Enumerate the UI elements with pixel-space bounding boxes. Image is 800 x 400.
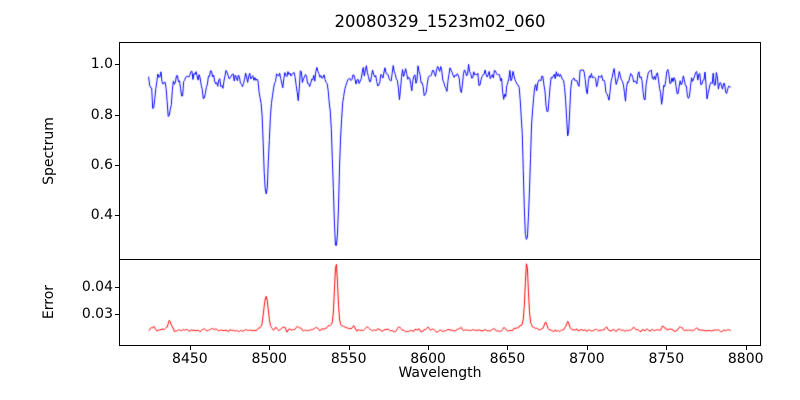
x-tick-label: 8500: [251, 351, 288, 367]
error-axes: [119, 259, 761, 346]
x-tick-label: 8750: [648, 351, 685, 367]
x-tick-mark: [189, 346, 191, 350]
y-tick-label: 0.8: [90, 106, 113, 123]
y-tick-mark: [115, 215, 119, 217]
error-y-axis-label: Error: [41, 284, 57, 320]
y-tick-label: 0.6: [90, 156, 113, 173]
x-tick-mark: [269, 346, 271, 350]
spectrum-axes: [119, 42, 761, 260]
y-tick-label: 1.0: [90, 56, 113, 73]
y-tick-mark: [115, 114, 119, 116]
x-tick-label: 8650: [489, 351, 526, 367]
x-tick-mark: [507, 346, 509, 350]
x-tick-mark: [745, 346, 747, 350]
x-axis-label: Wavelength: [398, 365, 482, 381]
x-tick-mark: [586, 346, 588, 350]
y-tick-label: 0.04: [81, 278, 113, 295]
spectrum-y-axis-label: Spectrum: [41, 117, 57, 185]
x-tick-mark: [348, 346, 350, 350]
plot-title: 20080329_1523m02_060: [334, 12, 546, 31]
x-tick-mark: [428, 346, 430, 350]
x-tick-label: 8450: [172, 351, 208, 367]
x-tick-mark: [666, 346, 668, 350]
x-tick-label: 8800: [727, 351, 764, 367]
y-tick-mark: [115, 314, 119, 316]
x-tick-label: 8550: [330, 351, 367, 367]
y-tick-label: 0.03: [81, 306, 113, 323]
y-tick-mark: [115, 64, 119, 66]
y-tick-mark: [115, 164, 119, 166]
y-tick-label: 0.4: [90, 207, 113, 224]
x-tick-label: 8700: [569, 351, 605, 367]
x-tick-label: 8600: [410, 351, 446, 367]
y-tick-mark: [115, 286, 119, 288]
